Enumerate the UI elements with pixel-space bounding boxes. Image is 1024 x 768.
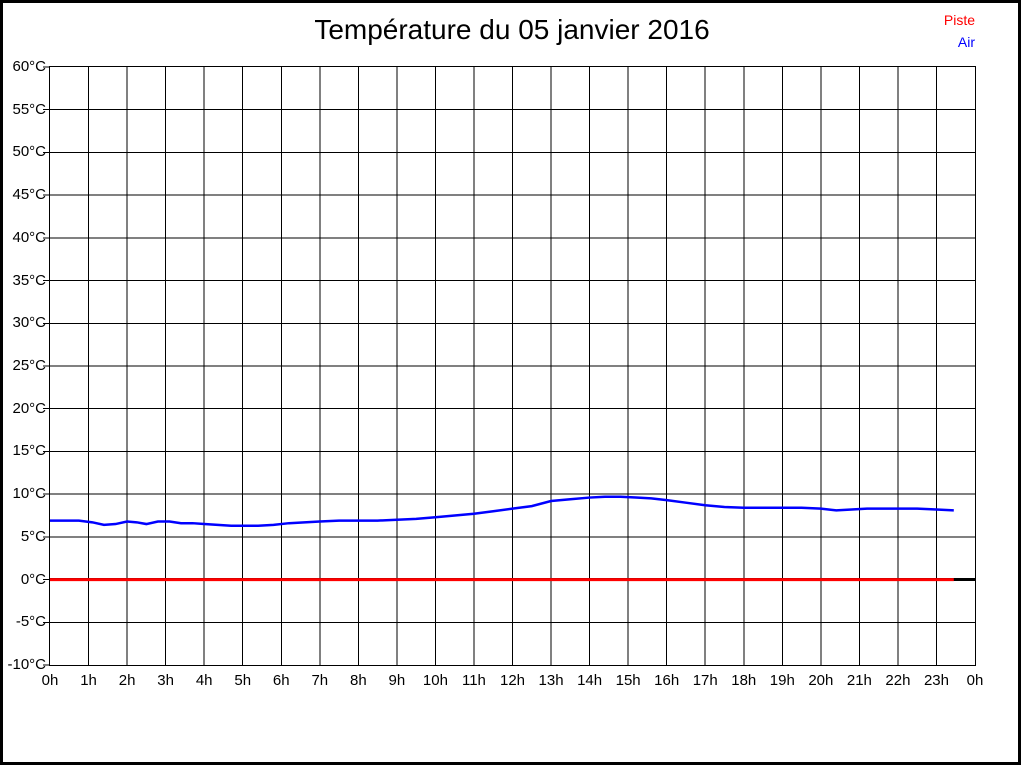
x-tick-label: 7h bbox=[311, 672, 329, 689]
x-tick-label: 13h bbox=[538, 672, 564, 689]
y-tick-label: 35°C bbox=[12, 271, 46, 289]
x-tick-label: 5h bbox=[234, 672, 252, 689]
y-tick-label: 15°C bbox=[12, 442, 46, 460]
x-tick-label: 15h bbox=[615, 672, 641, 689]
y-tick-label: -5°C bbox=[15, 613, 46, 631]
x-tick-label: 6h bbox=[272, 672, 290, 689]
x-tick-label: 18h bbox=[731, 672, 757, 689]
x-tick-label: 2h bbox=[118, 672, 136, 689]
y-tick-label: 55°C bbox=[12, 100, 46, 118]
x-tick-label: 9h bbox=[388, 672, 406, 689]
x-tick-label: 3h bbox=[157, 672, 174, 689]
legend-item-piste: Piste bbox=[943, 12, 975, 28]
y-tick-label: 30°C bbox=[12, 314, 46, 332]
plot-area bbox=[43, 66, 976, 666]
chart-title: Température du 05 janvier 2016 bbox=[314, 14, 710, 45]
x-tick-label: 22h bbox=[885, 672, 911, 689]
y-tick-label: 0°C bbox=[20, 570, 46, 588]
y-tick-label: 50°C bbox=[12, 143, 46, 161]
legend: Piste Air bbox=[944, 9, 975, 53]
x-tick-label: 19h bbox=[769, 672, 795, 689]
chart-svg bbox=[43, 66, 975, 666]
x-tick-label: 23h bbox=[923, 672, 949, 689]
x-tick-label: 21h bbox=[846, 672, 872, 689]
x-tick-label: 20h bbox=[808, 672, 834, 689]
y-tick-label: 60°C bbox=[12, 58, 46, 75]
x-tick-label: 11h bbox=[461, 672, 486, 689]
x-tick-label: 17h bbox=[692, 672, 718, 689]
x-tick-label: 14h bbox=[577, 672, 603, 689]
x-tick-label: 8h bbox=[349, 672, 367, 689]
y-tick-label: 20°C bbox=[12, 399, 46, 417]
air-line bbox=[50, 495, 954, 527]
y-tick-label: 10°C bbox=[12, 485, 46, 503]
x-tick-label: 16h bbox=[654, 672, 680, 689]
y-tick-label: 40°C bbox=[12, 228, 46, 246]
legend-item-air: Air bbox=[957, 34, 975, 50]
y-tick-label: 25°C bbox=[12, 357, 46, 374]
x-tick-label: 4h bbox=[195, 672, 213, 689]
x-tick-label: 12h bbox=[499, 672, 526, 689]
x-tick-label: 10h bbox=[422, 672, 448, 689]
y-tick-label: 5°C bbox=[20, 527, 46, 545]
y-tick-label: -10°C bbox=[7, 656, 46, 673]
x-tick-label: 0h bbox=[966, 672, 984, 689]
y-tick-label: 45°C bbox=[12, 186, 46, 204]
x-tick-label: 0h bbox=[41, 672, 59, 689]
x-tick-label: 1h bbox=[80, 672, 97, 689]
